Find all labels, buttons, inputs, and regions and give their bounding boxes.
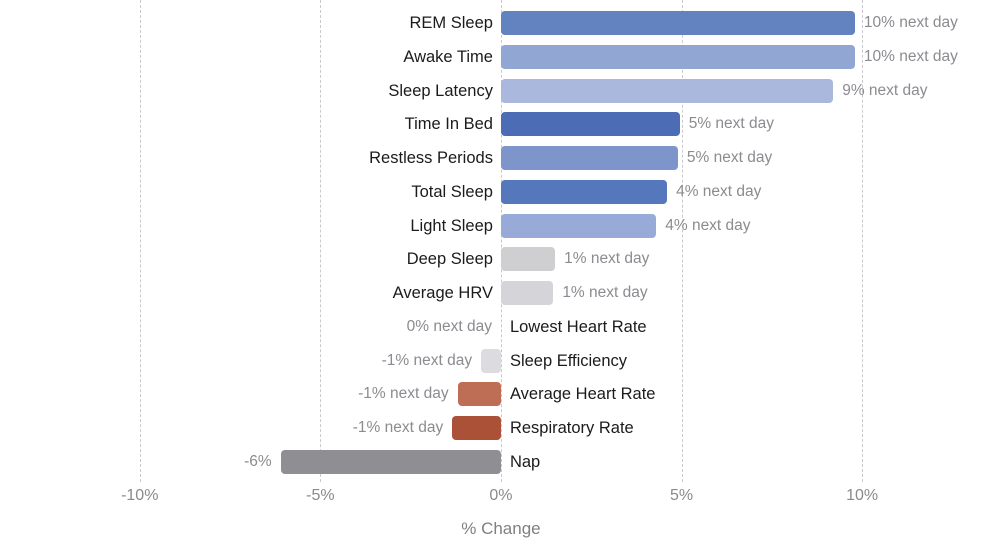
value-label: 1% next day — [564, 250, 650, 268]
bar-light-sleep — [500, 213, 657, 238]
value-label: 1% next day — [562, 284, 648, 302]
category-label: Restless Periods — [369, 149, 493, 168]
gridline-0% — [500, 0, 502, 482]
category-label: Nap — [509, 453, 541, 471]
category-label: Time In Bed — [404, 115, 493, 134]
bar-respiratory-rate — [452, 416, 501, 441]
bar-rem-sleep — [500, 11, 855, 35]
category-label: Respiratory Rate — [509, 419, 634, 438]
bar-sleep-efficiency — [481, 348, 501, 373]
category-label: Sleep Latency — [388, 81, 493, 100]
category-label: Deep Sleep — [406, 250, 493, 269]
gridline--10% — [139, 0, 141, 482]
bar-nap — [280, 450, 501, 474]
x-tick-label: -5% — [306, 487, 335, 504]
category-label: Awake Time — [403, 47, 493, 66]
value-label: -6% — [244, 453, 272, 470]
value-label: 5% next day — [688, 115, 775, 133]
bar-awake-time — [500, 44, 855, 69]
x-tick-label: 0% — [489, 487, 513, 504]
bar-average-hrv — [500, 281, 554, 306]
category-label: REM Sleep — [409, 14, 493, 32]
category-label: Lowest Heart Rate — [509, 317, 647, 336]
value-label: 10% next day — [863, 47, 958, 65]
value-label: -1% next day — [381, 351, 473, 369]
bar-deep-sleep — [500, 247, 556, 272]
category-label: Average Heart Rate — [509, 385, 656, 404]
x-axis-title: % Change — [461, 519, 541, 538]
gridline-5% — [681, 0, 683, 482]
value-label: 4% next day — [665, 216, 751, 234]
bar-average-heart-rate — [457, 382, 501, 407]
x-tick-label: 5% — [669, 487, 694, 504]
gridline-10% — [862, 0, 864, 482]
value-label: 4% next day — [676, 182, 762, 200]
category-label: Sleep Efficiency — [509, 351, 628, 370]
x-tick-label: 10% — [846, 487, 879, 504]
value-label: 10% next day — [863, 14, 958, 31]
value-label: -1% next day — [352, 419, 444, 437]
bar-time-in-bed — [500, 112, 680, 137]
value-label: 5% next day — [686, 149, 773, 167]
x-tick-label: -10% — [121, 487, 159, 504]
category-label: Light Sleep — [410, 216, 493, 235]
value-label: 0% next day — [406, 317, 492, 335]
bar-restless-periods — [500, 146, 678, 171]
category-label: Average HRV — [392, 284, 493, 303]
category-label: Total Sleep — [411, 182, 493, 201]
gridline--5% — [320, 0, 322, 482]
bar-sleep-latency — [500, 78, 834, 103]
bar-total-sleep — [500, 179, 668, 204]
value-label: -1% next day — [358, 385, 449, 403]
value-label: 9% next day — [842, 81, 928, 99]
